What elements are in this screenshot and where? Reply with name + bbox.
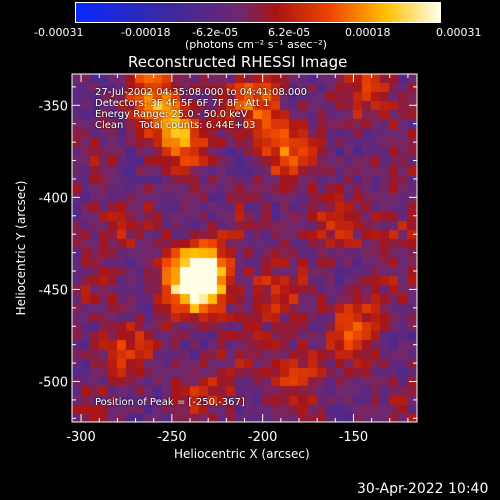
colorbar-unit-label: (photons cm⁻² s⁻¹ asec⁻²)	[185, 38, 327, 51]
colorbar	[75, 2, 441, 23]
chart-title: Reconstructed RHESSI Image	[128, 53, 348, 71]
annotation-peak: Position of Peak = [-250,-367]	[95, 397, 245, 408]
x-tick-label: -250	[157, 430, 187, 445]
annotation-clean: Clean Total counts: 6.44E+03	[95, 120, 256, 131]
colorbar-tick-label: -6.2e-05	[192, 26, 239, 39]
x-tick-label: -200	[248, 430, 278, 445]
x-axis: -300 -250 -200 -150	[66, 74, 409, 445]
y-tick-label: -500	[38, 375, 68, 390]
annotation-energy: Energy Range: 25.0 - 50.0 keV	[95, 109, 248, 120]
colorbar-tick-label: 0.00031	[436, 26, 482, 39]
x-tick-label: -150	[339, 430, 369, 445]
footer-datetime: 30-Apr-2022 10:40	[357, 481, 489, 497]
colorbar-tick-label: 6.2e-05	[268, 26, 311, 39]
annotation-block: 27-Jul-2002 04:35:08.000 to 04:41:08.000…	[95, 87, 307, 131]
y-axis-label: Heliocentric Y (arcsec)	[14, 180, 28, 316]
colorbar-tick-label: -0.00031	[34, 26, 84, 39]
annotation-detectors: Detectors: 3F 4F 5F 6F 7F 8F, Att 1	[95, 98, 270, 109]
y-tick-label: -350	[38, 99, 68, 114]
x-axis-label: Heliocentric X (arcsec)	[174, 447, 310, 461]
colorbar-tick-label: 0.00018	[345, 26, 391, 39]
annotation-time: 27-Jul-2002 04:35:08.000 to 04:41:08.000	[95, 87, 307, 98]
y-tick-label: -450	[38, 283, 68, 298]
y-tick-label: -400	[38, 191, 68, 206]
heatmap-image	[72, 74, 417, 422]
x-tick-label: -300	[66, 430, 96, 445]
y-axis: -350 -400 -450 -500	[38, 86, 417, 419]
colorbar-tick-label: -0.00018	[121, 26, 171, 39]
